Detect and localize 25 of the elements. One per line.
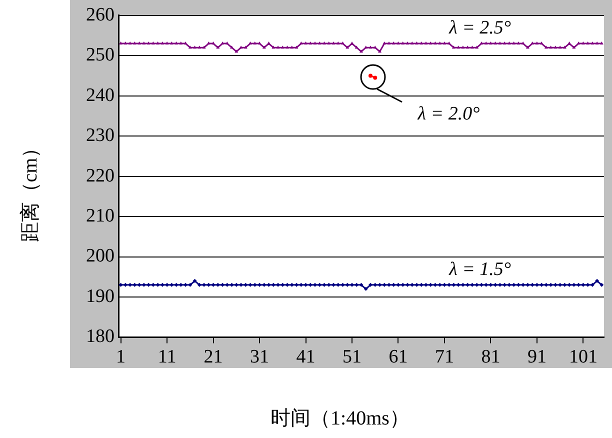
x-tick-label: 21 xyxy=(204,346,223,368)
x-tick-label: 61 xyxy=(388,346,408,368)
y-tick-label: 180 xyxy=(86,326,114,348)
text: λ = 2.0° xyxy=(416,104,480,125)
x-tick-label: 11 xyxy=(158,346,176,368)
y-tick-label: 190 xyxy=(86,286,114,307)
y-tick-label: 250 xyxy=(86,44,114,66)
y-tick-label: 220 xyxy=(86,165,114,186)
y-axis-title: 距离（cm） xyxy=(18,138,42,242)
x-axis-title: 时间（1:40ms） xyxy=(270,406,410,432)
x-tick-label: 51 xyxy=(342,346,362,368)
x-tick-label: 71 xyxy=(434,346,454,368)
y-tick-label: 200 xyxy=(86,246,114,267)
x-tick-label: 81 xyxy=(481,346,500,368)
series-label: λ = 1.5° xyxy=(448,258,512,280)
x-tick-label: 91 xyxy=(527,346,546,368)
x-tick-label: 31 xyxy=(250,346,270,368)
x-tick-label: 41 xyxy=(296,346,316,368)
y-tick-label: 230 xyxy=(86,125,114,146)
y-tick-label: 240 xyxy=(86,84,114,106)
x-tick-label: 1 xyxy=(116,346,126,368)
y-tick-label: 210 xyxy=(86,206,114,227)
x-tick-label: 101 xyxy=(568,346,598,368)
series-label: λ = 2.5° xyxy=(448,18,512,39)
y-tick-label: 260 xyxy=(86,4,114,26)
